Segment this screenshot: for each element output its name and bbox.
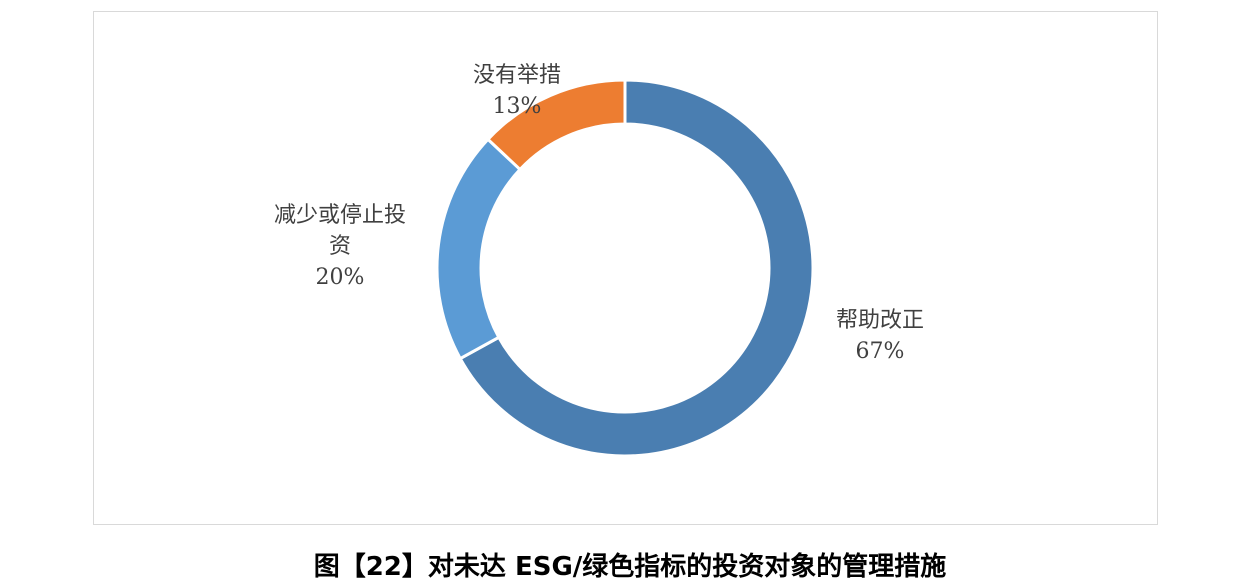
caption: 图【22】对未达 ESG/绿色指标的投资对象的管理措施 [313, 552, 947, 582]
slice-label: 减少或停止投资 20% [265, 200, 415, 293]
chart-frame [93, 11, 1158, 525]
slice-label: 没有举措 13% [427, 60, 607, 122]
donut-slice [485, 78, 627, 172]
donut-slice [435, 137, 523, 361]
category-label: 减少或停止投资 [273, 203, 406, 259]
donut-slice [458, 78, 815, 458]
value-label: 67% [855, 339, 905, 364]
value-label: 13% [492, 94, 542, 119]
category-label: 没有举措 [472, 63, 561, 88]
category-label: 帮助改正 [835, 308, 924, 333]
value-label: 20% [315, 265, 365, 290]
slice-label: 帮助改正 67% [790, 305, 970, 367]
